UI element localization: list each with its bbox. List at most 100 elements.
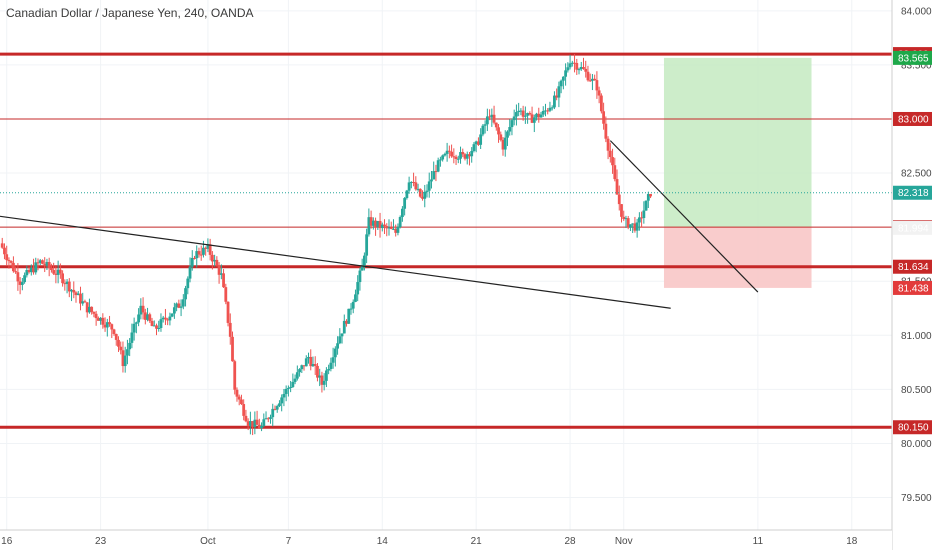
horizontal-levels — [0, 52, 892, 429]
stop-zone — [663, 227, 812, 288]
candle-up — [360, 265, 364, 271]
x-tick-label: 16 — [1, 536, 13, 547]
candle-down — [150, 320, 154, 327]
candle-down — [112, 329, 116, 334]
candle-down — [649, 194, 652, 197]
candle-down — [582, 66, 585, 69]
candle-up — [146, 314, 149, 320]
tag-last-bg — [893, 185, 932, 200]
candle-down — [166, 319, 170, 321]
candle-down — [231, 336, 234, 362]
candle-up — [295, 372, 299, 379]
candle-down — [5, 254, 9, 261]
candle-up — [416, 188, 420, 190]
candle-down — [0, 243, 4, 248]
candle-up — [553, 95, 556, 108]
x-axis-labels: 16 23 Oct 7 14 21 28 Nov 11 18 — [1, 536, 858, 547]
candle-up — [38, 260, 42, 263]
candle-up — [137, 314, 141, 323]
candle-down — [208, 244, 212, 255]
candle-down — [148, 314, 152, 321]
tag-level-83000-bg — [893, 111, 932, 126]
target-zone — [663, 57, 812, 228]
candle-up — [289, 386, 293, 388]
candle-up — [570, 62, 574, 64]
candle-up — [248, 421, 252, 426]
time-axis[interactable] — [0, 530, 892, 550]
tag-entry-bg — [893, 220, 932, 235]
candle-down — [16, 272, 20, 282]
candle-up — [23, 275, 26, 283]
candle-down — [611, 157, 614, 166]
candle-down — [43, 263, 47, 266]
candle-down — [85, 302, 89, 313]
candle-up — [363, 255, 366, 266]
candle-up — [436, 160, 440, 172]
candle-down — [414, 182, 418, 190]
candle-up — [172, 307, 176, 314]
candle-down — [521, 110, 525, 117]
candle-up — [88, 306, 91, 313]
x-tick-label: Oct — [200, 536, 216, 547]
candle-down — [119, 346, 123, 351]
candle-up — [483, 124, 487, 126]
candle-up — [293, 378, 297, 382]
candle-down — [501, 139, 505, 150]
candle-up — [512, 116, 516, 121]
candle-down — [61, 273, 64, 284]
candle-up — [508, 127, 512, 132]
candle-up — [168, 316, 172, 321]
candle-up — [637, 217, 641, 223]
candle-down — [434, 171, 438, 173]
tag-target-label: 83.565 — [898, 53, 929, 64]
candle-down — [389, 227, 393, 229]
candle-up — [342, 320, 346, 334]
candle-down — [117, 339, 120, 347]
candle-down — [588, 80, 592, 82]
tag-level-83000-label: 83.000 — [898, 114, 929, 125]
candle-up — [407, 182, 411, 191]
candle-up — [432, 171, 436, 180]
candle-up — [532, 117, 536, 123]
candle-up — [398, 217, 402, 227]
candle-up — [631, 223, 635, 225]
candle-up — [161, 317, 165, 320]
candle-up — [190, 257, 194, 267]
candle-up — [159, 319, 163, 328]
candle-up — [510, 120, 514, 128]
candle-up — [559, 80, 563, 87]
candle-down — [210, 254, 214, 262]
price-axis[interactable] — [892, 0, 932, 550]
tag-target-bg — [893, 50, 932, 65]
candle-up — [280, 397, 284, 404]
tag-stop-label: 81.438 — [898, 283, 929, 294]
candle-up — [358, 270, 362, 283]
candle-up — [470, 151, 474, 157]
candle-down — [421, 196, 424, 199]
candle-down — [83, 301, 87, 303]
candle-up — [409, 181, 413, 183]
y-tick-label: 80.500 — [901, 385, 932, 396]
candle-up — [523, 115, 527, 117]
falling-trendline — [0, 215, 671, 309]
candle-up — [526, 112, 529, 116]
candle-up — [443, 153, 447, 156]
candle-up — [515, 112, 518, 117]
candle-down — [217, 265, 221, 275]
candle-up — [445, 150, 449, 154]
candle-up — [550, 107, 554, 109]
candle-down — [110, 324, 114, 330]
candle-up — [181, 299, 185, 307]
candle-up — [70, 289, 73, 292]
candle-up — [202, 247, 205, 255]
candle-up — [430, 179, 433, 182]
candle-down — [7, 260, 11, 262]
y-tick-label: 84.000 — [901, 6, 932, 17]
candle-down — [593, 78, 597, 81]
candle-down — [199, 254, 203, 256]
candle-up — [425, 190, 429, 192]
candle-up — [213, 259, 217, 262]
candle-down — [320, 375, 324, 385]
candle-down — [54, 273, 58, 275]
